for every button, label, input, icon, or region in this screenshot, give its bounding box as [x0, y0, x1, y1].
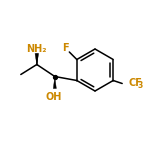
Text: 3: 3 [138, 81, 143, 90]
Text: NH₂: NH₂ [27, 43, 47, 54]
Text: F: F [62, 43, 69, 53]
Polygon shape [35, 54, 39, 64]
Polygon shape [53, 76, 56, 88]
Text: CF: CF [128, 78, 142, 88]
Text: OH: OH [46, 92, 62, 102]
